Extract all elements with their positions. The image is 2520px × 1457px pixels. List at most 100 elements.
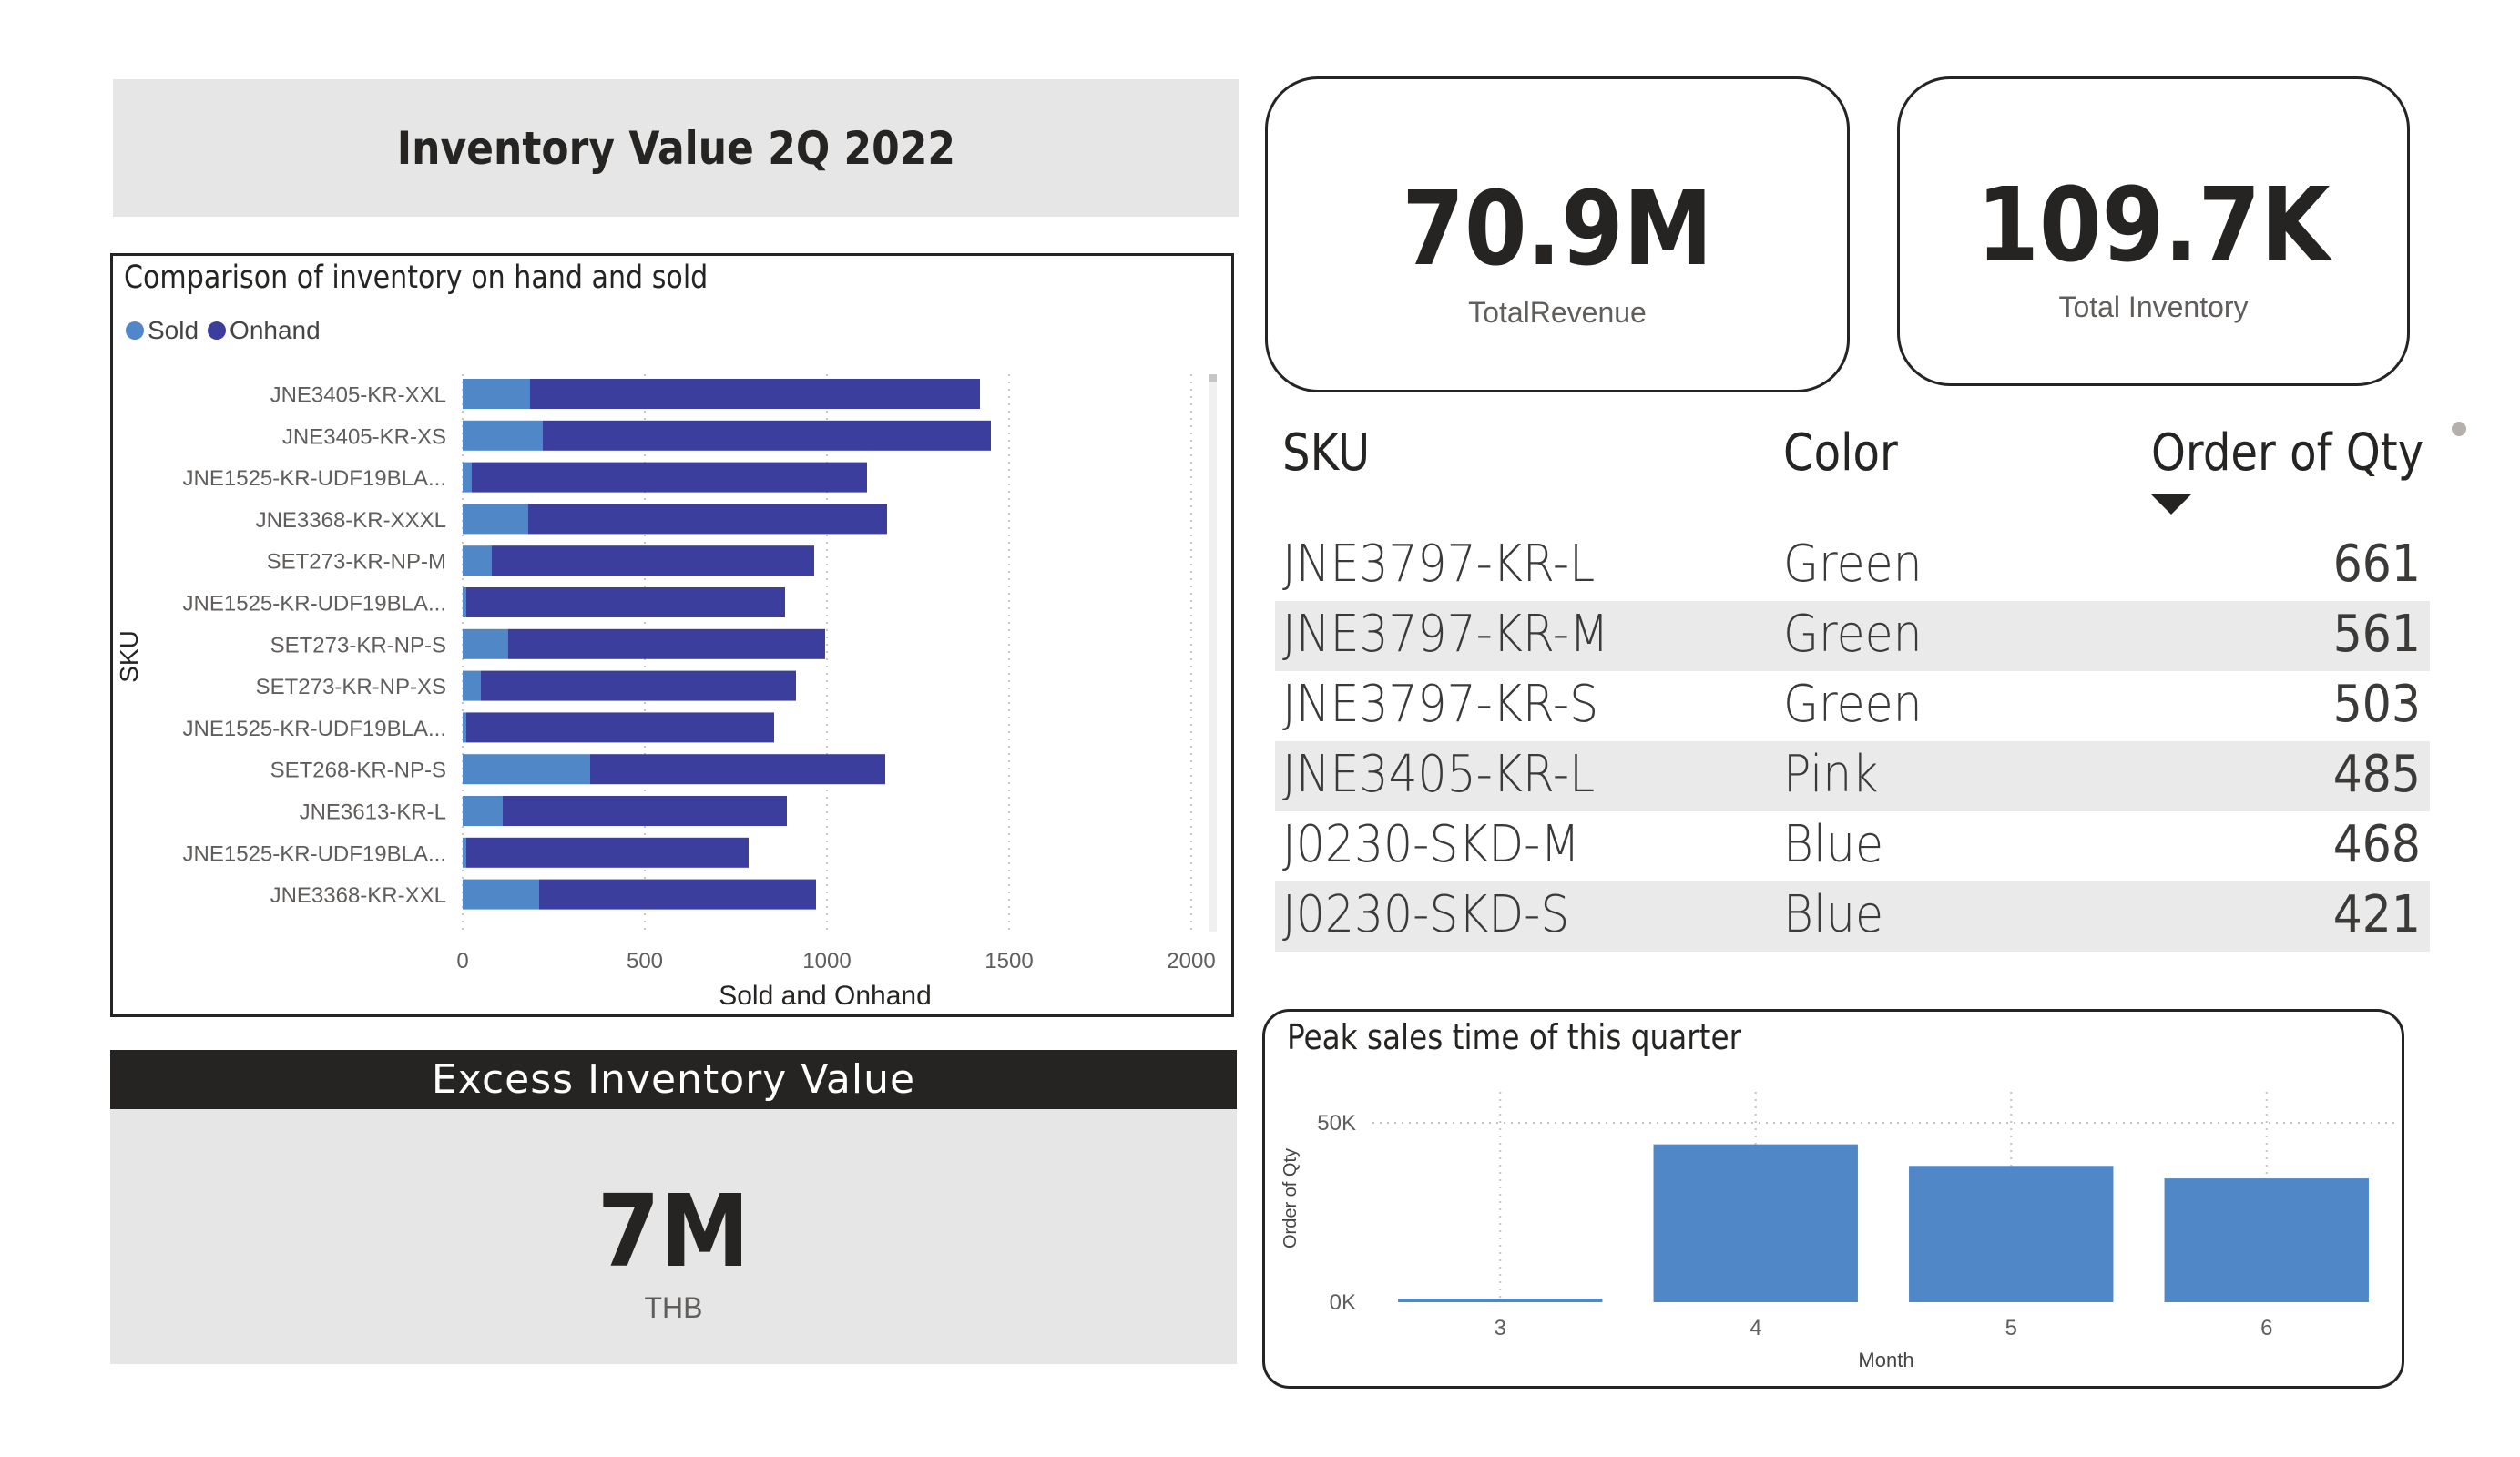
y-tick-label: JNE1525-KR-UDF19BLA... <box>183 592 446 616</box>
bar-sold <box>463 796 503 826</box>
cell-sku: JNE3405-KR-L <box>1282 745 1596 804</box>
cell-qty: 503 <box>2332 675 2421 734</box>
chart-scrollbar-thumb[interactable] <box>1209 374 1217 382</box>
chart-legend: Sold Onhand <box>126 316 321 345</box>
kpi-label-total-inventory: Total Inventory <box>2058 290 2249 323</box>
y-tick-label: JNE3405-KR-XS <box>282 424 446 449</box>
y-tick-label: SET273-KR-NP-M <box>267 550 446 575</box>
legend-dot-sold <box>126 321 144 340</box>
color-table-header[interactable]: Color <box>1783 423 1916 483</box>
table-row[interactable]: JNE3797-KR-M Green 561 <box>1275 601 2430 671</box>
cell-qty: 561 <box>2332 605 2421 664</box>
bar-onhand <box>492 545 814 576</box>
sku-table-header-sku[interactable]: SKU <box>1282 423 1384 483</box>
more-options-icon[interactable] <box>2452 422 2466 436</box>
cell-color: Green <box>1783 605 1923 664</box>
y-tick-label: SET273-KR-NP-S <box>270 633 446 657</box>
legend-label-onhand: Onhand <box>230 316 321 344</box>
bar-onhand <box>539 879 816 910</box>
cell-color: Green <box>1783 675 1923 734</box>
y-tick-label: JNE1525-KR-UDF19BLA... <box>183 466 446 491</box>
x-tick-label: 1000 <box>802 949 851 973</box>
peak-y-axis-label: Order of Qty <box>1280 1148 1301 1248</box>
bar-sold <box>463 462 472 493</box>
excess-inventory-unit: THB <box>644 1291 703 1324</box>
y-tick-label: JNE3405-KR-XXL <box>270 383 446 408</box>
bar-onhand <box>466 587 785 617</box>
kpi-card-total-inventory[interactable]: 109.7K Total Inventory <box>1897 76 2410 386</box>
x-tick-label: 0 <box>456 949 468 973</box>
bar-sold <box>463 628 508 659</box>
kpi-card-total-revenue[interactable]: 70.9M TotalRevenue <box>1265 76 1850 392</box>
bar-sold <box>463 587 466 617</box>
peak-x-axis-label: Month <box>1858 1349 1913 1371</box>
excess-inventory-header: Excess Inventory Value <box>110 1050 1237 1109</box>
peak-bar-plot: 0K 50K 3 4 5 6 Order of Qty Month <box>1280 1092 2394 1371</box>
bar-onhand <box>472 462 867 493</box>
inventory-comparison-chart[interactable]: Comparison of inventory on hand and sold… <box>110 253 1234 1017</box>
x-tick-label: 4 <box>1750 1316 1761 1340</box>
bar-onhand <box>528 504 887 535</box>
legend-item-sold[interactable]: Sold <box>126 316 199 345</box>
cell-qty: 421 <box>2332 885 2421 944</box>
table-row[interactable]: J0230-SKD-M Blue 468 <box>1275 811 2430 881</box>
kpi-label-total-revenue: TotalRevenue <box>1468 296 1647 329</box>
table-row[interactable]: JNE3797-KR-L Green 661 <box>1275 531 2430 601</box>
sort-descending-icon[interactable] <box>2151 494 2191 515</box>
bar-onhand <box>466 837 749 868</box>
y-tick-label: JNE1525-KR-UDF19BLA... <box>183 717 446 741</box>
sku-column-header: SKU <box>1282 423 1371 483</box>
bar-sold <box>463 879 539 910</box>
cell-color: Blue <box>1783 815 1883 874</box>
bar-onhand <box>543 420 991 451</box>
y-tick-label: 50K <box>1317 1111 1356 1136</box>
page-title-banner: Inventory Value 2Q 2022 <box>113 79 1239 217</box>
bar-sold <box>463 754 590 785</box>
x-tick-label: 6 <box>2260 1316 2272 1340</box>
bar-sold <box>463 379 530 409</box>
cell-qty: 468 <box>2332 815 2421 874</box>
y-tick-label: 0K <box>1330 1290 1356 1315</box>
peak-bar <box>1653 1144 1858 1302</box>
x-tick-label: 2000 <box>1167 949 1215 973</box>
cell-sku: J0230-SKD-M <box>1282 815 1580 874</box>
color-column-header: Color <box>1783 423 1898 483</box>
page-title: Inventory Value 2Q 2022 <box>396 121 955 175</box>
cell-color: Blue <box>1783 885 1883 944</box>
legend-label-sold: Sold <box>148 316 199 344</box>
bar-onhand <box>590 754 885 785</box>
peak-chart-title: Peak sales time of this quarter <box>1287 1017 1742 1057</box>
bar-sold <box>463 545 492 576</box>
table-row[interactable]: JNE3405-KR-L Pink 485 <box>1275 741 2430 811</box>
cell-sku: JNE3797-KR-M <box>1282 605 1609 664</box>
bar-onhand <box>466 712 774 743</box>
x-tick-label: 5 <box>2005 1316 2017 1340</box>
peak-bar <box>2164 1178 2369 1302</box>
cell-qty: 485 <box>2332 745 2421 804</box>
peak-bar <box>1398 1299 1603 1302</box>
table-row[interactable]: JNE3797-KR-S Green 503 <box>1275 671 2430 741</box>
peak-bar <box>1909 1166 2114 1302</box>
bar-sold <box>463 504 528 535</box>
legend-item-onhand[interactable]: Onhand <box>208 316 321 345</box>
x-tick-label: 1500 <box>985 949 1033 973</box>
y-tick-label: JNE3613-KR-L <box>300 800 446 825</box>
y-axis-label: SKU <box>115 630 143 683</box>
bar-sold <box>463 670 481 701</box>
qty-column-header: Order of Qty <box>2151 423 2424 483</box>
y-tick-label: JNE3368-KR-XXL <box>270 883 446 908</box>
cell-color: Green <box>1783 535 1923 594</box>
excess-inventory-card: 7M THB <box>110 1109 1237 1364</box>
y-tick-label: JNE3368-KR-XXXL <box>256 508 446 533</box>
cell-qty: 661 <box>2332 535 2421 594</box>
table-row[interactable]: J0230-SKD-S Blue 421 <box>1275 881 2430 952</box>
chart-scrollbar-track[interactable] <box>1209 374 1217 932</box>
cell-sku: J0230-SKD-S <box>1282 885 1570 944</box>
y-tick-label: SET273-KR-NP-XS <box>256 675 446 699</box>
bar-onhand <box>508 628 825 659</box>
x-tick-label: 3 <box>1495 1316 1506 1340</box>
chart-title: Comparison of inventory on hand and sold <box>124 260 709 296</box>
y-tick-label: SET268-KR-NP-S <box>270 759 446 783</box>
qty-table-header[interactable]: Order of Qty <box>2151 423 2468 483</box>
peak-sales-chart[interactable]: Peak sales time of this quarter 0K 50K 3 4 5… <box>1262 1009 2404 1389</box>
